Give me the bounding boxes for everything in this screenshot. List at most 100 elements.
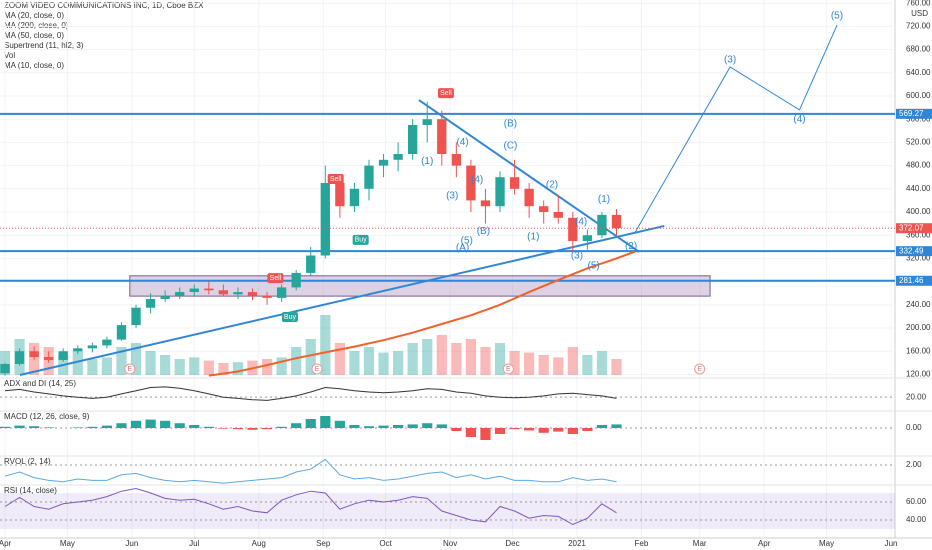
level-label: 569.27	[899, 109, 924, 118]
volume-bar	[363, 347, 375, 375]
candle-body	[422, 119, 432, 125]
macd-bar	[0, 426, 11, 428]
macd-bar	[582, 428, 593, 431]
signal-badge	[281, 311, 298, 322]
candle-body	[291, 272, 301, 288]
y-tick-label: 400.00	[906, 207, 931, 216]
volume-bar	[145, 351, 156, 375]
macd-bar	[422, 423, 433, 428]
wave-label: (B)	[477, 226, 490, 237]
y-tick-label: 160.00	[906, 346, 931, 355]
x-tick-label: Feb	[635, 539, 649, 548]
volume-bar	[611, 359, 622, 375]
volume-bar	[349, 351, 360, 375]
macd-bar	[509, 428, 520, 430]
signal-badge	[352, 234, 369, 245]
macd-bar	[87, 426, 98, 428]
macd-bar	[596, 425, 608, 428]
macd-bar	[393, 425, 404, 428]
macd-bar	[145, 419, 156, 428]
y-tick-label: 60.00	[906, 497, 927, 506]
candle-body	[553, 212, 563, 218]
macd-bar	[480, 428, 491, 440]
y-tick-label: 720.00	[906, 22, 931, 31]
indicator-line	[4, 386, 617, 401]
macd-bar	[116, 423, 127, 428]
volume-bar	[451, 343, 462, 375]
x-tick-label: Apr	[758, 539, 771, 548]
x-tick-label: Apr	[0, 539, 12, 548]
volume-bar	[524, 352, 535, 375]
volume-bar	[189, 357, 200, 375]
volume-bar	[203, 360, 214, 375]
y-tick-label: 40.00	[906, 515, 927, 524]
volume-bar	[480, 347, 491, 375]
macd-bar	[611, 424, 622, 428]
wave-label: (1)	[598, 194, 610, 205]
x-tick-label: 2021	[568, 539, 586, 548]
macd-bar	[174, 423, 185, 428]
candle-body	[509, 177, 520, 189]
volume-bar	[334, 343, 345, 375]
candle-body	[408, 125, 418, 155]
macd-bar	[247, 428, 258, 430]
macd-bar	[29, 426, 40, 428]
candle-body	[204, 288, 214, 291]
candle-body	[87, 345, 98, 349]
macd-bar	[451, 428, 462, 431]
wave-label: (2)	[546, 179, 558, 190]
wave-label: (B)	[504, 118, 517, 129]
y-tick-label: 640.00	[906, 68, 931, 77]
volume-bar	[261, 359, 273, 375]
wave-label: (A)	[456, 243, 469, 254]
indicator-label: MA (20, close, 0)	[4, 11, 64, 20]
volume-bar	[465, 339, 476, 375]
currency: USD	[911, 9, 928, 18]
volume-bar	[130, 343, 142, 375]
wave-label: (4)	[456, 137, 468, 148]
candle-body	[160, 296, 170, 300]
candle-body	[14, 351, 25, 364]
candle-body	[611, 214, 622, 229]
volume-bar	[276, 357, 287, 375]
volume-bar	[494, 343, 506, 375]
wave-label: (1)	[527, 232, 539, 243]
volume-bar	[567, 347, 578, 375]
candle-body	[349, 188, 360, 207]
candle-body	[73, 348, 83, 352]
signal-label: Sell	[440, 90, 452, 97]
y-tick-label: 0.00	[906, 423, 922, 432]
y-tick-label: 20.00	[906, 392, 927, 401]
wave-label: (4)	[471, 175, 483, 186]
macd-bar	[494, 428, 506, 434]
x-tick-label: May	[60, 539, 75, 548]
macd-bar	[567, 428, 578, 434]
volume-bar	[116, 347, 127, 375]
macd-bar	[553, 428, 564, 432]
indicator-label: Supertrend (11, hl2, 3)	[4, 41, 84, 50]
signal-badge	[437, 88, 454, 99]
wave-label: (5)	[461, 236, 473, 247]
candle-body	[568, 217, 578, 242]
y-tick-label: 760.00	[906, 0, 931, 7]
wave-label: (5)	[831, 11, 843, 22]
macd-bar	[524, 428, 535, 431]
volume-bar	[422, 339, 433, 375]
indicator-line	[4, 487, 617, 526]
macd-bar	[436, 424, 447, 428]
volume-bar	[72, 351, 83, 375]
y-tick-label: 440.00	[906, 184, 931, 193]
candle-body	[306, 255, 316, 273]
rsi-band	[0, 493, 895, 529]
level-badge	[896, 246, 932, 257]
pane-title: MACD (12, 26, close, 9)	[4, 412, 90, 421]
x-tick-label: Dec	[505, 539, 519, 548]
macd-bar	[160, 420, 171, 428]
earnings-marker	[502, 363, 514, 375]
wave-label: (3)	[446, 190, 458, 201]
candle-body	[582, 235, 593, 242]
wave-label: (1)	[421, 156, 433, 167]
candle-body	[276, 287, 287, 298]
y-tick-label: 320.00	[906, 254, 931, 263]
